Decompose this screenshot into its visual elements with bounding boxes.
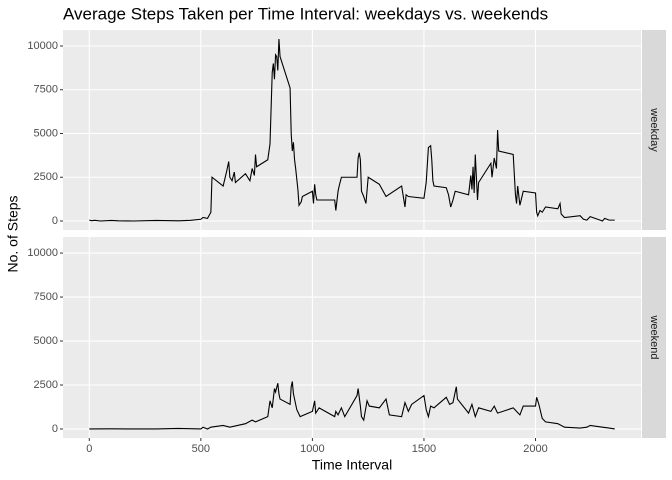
x-tick-label: 2000 [523, 443, 547, 455]
data-line [89, 381, 615, 430]
x-tick-label: 500 [192, 443, 210, 455]
data-line [89, 38, 615, 222]
y-tick-label: 2500 [34, 379, 58, 391]
x-tick-label: 0 [86, 443, 92, 455]
facet-label: weekday [648, 107, 660, 152]
y-tick-label: 10000 [27, 247, 58, 259]
facet-strip [642, 237, 666, 438]
x-tick-label: 1000 [300, 443, 324, 455]
panel-background [63, 30, 641, 230]
y-tick-label: 2500 [34, 171, 58, 183]
y-tick-label: 7500 [34, 291, 58, 303]
y-tick-label: 0 [52, 215, 58, 227]
y-tick-label: 10000 [27, 40, 58, 52]
y-axis-title: No. of Steps [5, 195, 21, 272]
facet-label: weekend [648, 314, 660, 359]
chart-title: Average Steps Taken per Time Interval: w… [63, 4, 548, 23]
x-axis-title: Time Interval [312, 457, 392, 473]
y-tick-label: 7500 [34, 84, 58, 96]
facet-strip [642, 30, 666, 230]
y-tick-label: 5000 [34, 127, 58, 139]
y-tick-label: 5000 [34, 335, 58, 347]
x-tick-label: 1500 [412, 443, 436, 455]
y-tick-label: 0 [52, 423, 58, 435]
panel-background [63, 237, 641, 438]
